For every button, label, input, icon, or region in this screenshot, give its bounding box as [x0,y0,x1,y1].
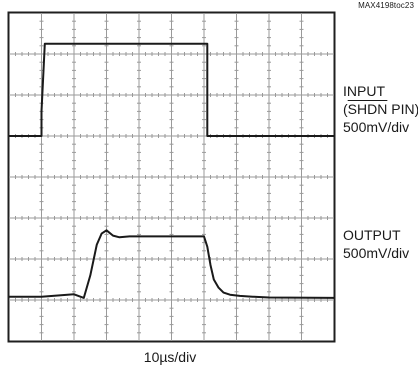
output-channel-label: OUTPUT 500mV/div [343,226,409,262]
output-trace [9,229,335,299]
timebase-label: 10µs/div [143,349,197,365]
input-channel-pin: (SHDN PIN) [343,101,418,117]
output-channel-scale: 500mV/div [343,245,410,261]
waveform-traces [9,42,335,299]
shdn-overline-text: SHDN [347,101,388,117]
figure-reference: MAX4198toc23 [358,1,414,10]
input-channel-scale: 500mV/div [343,119,410,135]
graticule [9,13,334,341]
input-shdn-trace [9,42,334,137]
input-channel-label: INPUT (SHDN PIN) 500mV/div [343,82,418,136]
output-channel-name: OUTPUT [343,227,401,243]
input-channel-name: INPUT [343,83,385,99]
